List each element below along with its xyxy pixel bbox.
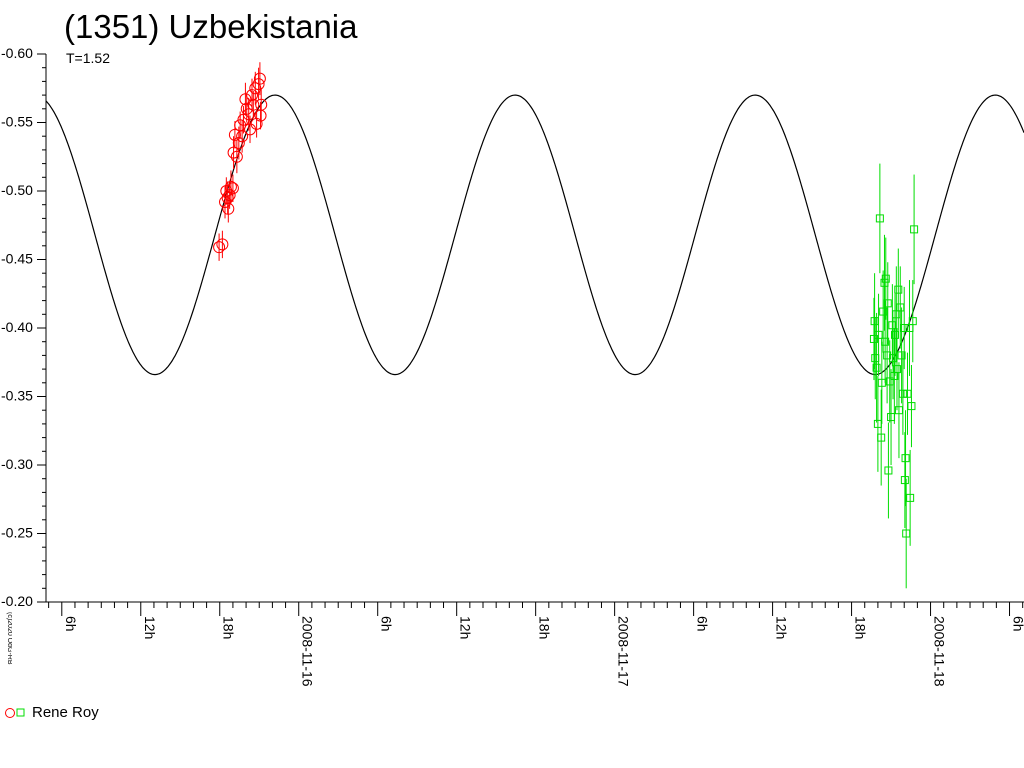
data-point <box>875 214 884 223</box>
copyright-note: (c)2020 OdG-RB <box>6 612 12 665</box>
data-point <box>874 330 883 339</box>
y-tick-label: -0.30 <box>1 456 33 472</box>
data-point <box>216 238 229 251</box>
x-tick-label: 18h <box>537 616 553 639</box>
data-point <box>242 108 255 121</box>
data-point <box>220 185 233 197</box>
y-tick-label: -0.25 <box>1 525 33 541</box>
y-tick-label: -0.50 <box>1 182 33 198</box>
data-point <box>907 402 916 411</box>
x-tick-label: 18h <box>853 616 869 639</box>
data-point <box>223 189 236 202</box>
data-series <box>213 62 919 589</box>
x-tick-label: 12h <box>774 616 790 639</box>
data-point <box>891 330 900 339</box>
data-point <box>883 351 892 360</box>
data-point <box>245 89 258 102</box>
data-point <box>222 202 235 215</box>
data-point <box>224 180 237 193</box>
data-point <box>252 78 265 91</box>
series-0 <box>213 62 268 261</box>
x-axis: 6h 12h 18h 2008-11-16 6h 12h 18h 2008-11-17 6h 12… <box>46 601 1024 687</box>
x-tick-label: 12h <box>142 616 158 639</box>
data-point <box>900 476 909 485</box>
x-tick-label: 6h <box>63 616 79 632</box>
chart-subtitle: T=1.52 <box>66 50 110 66</box>
data-point <box>253 72 266 85</box>
data-point <box>230 150 243 163</box>
data-point <box>897 351 906 360</box>
fit-curve-line <box>45 94 1024 376</box>
y-tick-label: -0.60 <box>1 45 33 61</box>
data-point <box>232 137 245 150</box>
data-point <box>236 130 249 143</box>
data-point <box>901 454 910 463</box>
data-point <box>247 98 260 111</box>
x-tick-label: 2008-11-17 <box>616 616 632 687</box>
fit-curve <box>45 94 1024 376</box>
x-tick-label: 2008-11-18 <box>932 616 948 687</box>
copyright-text: (c)2020 OdG-RB <box>6 612 12 665</box>
data-point <box>900 324 909 332</box>
data-point <box>892 365 901 374</box>
data-point <box>894 285 903 294</box>
x-tick-label: 6h <box>379 616 395 632</box>
data-point <box>906 493 915 502</box>
data-point <box>881 337 890 346</box>
data-point <box>250 117 263 130</box>
data-point <box>910 225 919 234</box>
data-point <box>877 433 886 442</box>
y-tick-label: -0.55 <box>1 114 33 130</box>
data-point <box>213 241 226 254</box>
data-point <box>255 98 268 111</box>
legend-label-rene-roy: Rene Roy <box>32 704 99 721</box>
y-tick-label: -0.40 <box>1 319 33 335</box>
x-tick-label: 2008-11-16 <box>300 616 316 687</box>
data-point <box>872 363 881 372</box>
data-point <box>884 466 893 475</box>
data-point <box>881 274 890 283</box>
x-tick-label: 12h <box>458 616 474 639</box>
y-tick-label: -0.45 <box>1 251 33 267</box>
legend-markers-icon <box>5 707 25 718</box>
y-tick-label: -0.35 <box>1 388 33 404</box>
data-point <box>908 317 917 326</box>
y-axis: -0.60 -0.55 -0.50 -0.45 -0.40 -0.35 -0.30 -0.25… <box>1 45 47 609</box>
x-tick-label: 6h <box>695 616 711 632</box>
chart-title: (1351) Uzbekistania <box>64 8 358 45</box>
series-1 <box>869 163 919 589</box>
data-point <box>883 299 892 308</box>
legend: Rene Roy <box>4 704 99 721</box>
x-tick-label: 18h <box>221 616 237 639</box>
y-tick-label: -0.20 <box>1 593 33 609</box>
data-point <box>898 389 907 398</box>
data-point <box>226 182 239 195</box>
data-point <box>869 334 878 343</box>
x-tick-label: 6h <box>1011 616 1024 632</box>
